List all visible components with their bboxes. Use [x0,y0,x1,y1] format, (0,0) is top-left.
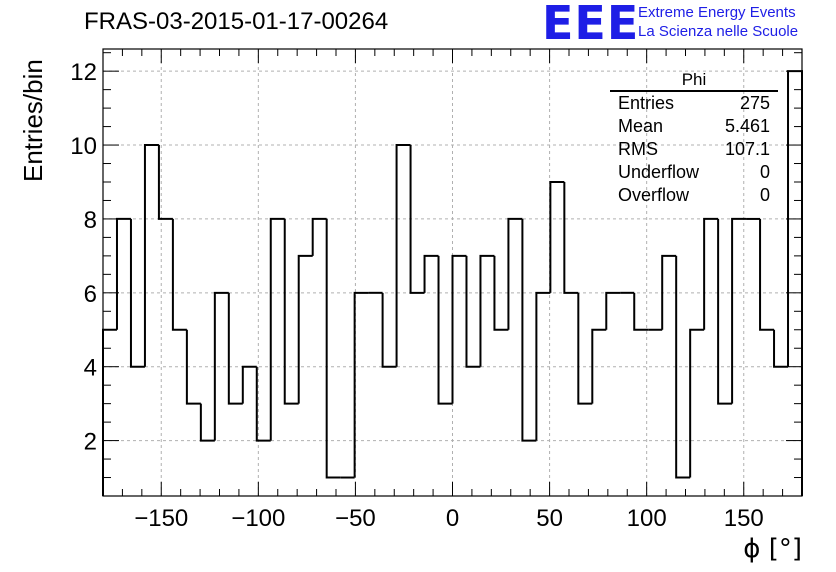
stats-value: 0 [759,162,770,182]
histogram-bin [465,255,481,368]
histogram-bin [102,328,117,496]
x-tick-label: 0 [446,505,459,532]
histogram-bin [759,218,775,331]
y-tick-label: 10 [70,133,97,160]
stats-value: 275 [739,93,770,113]
histogram-bin [185,329,201,405]
y-tick-label: 4 [84,355,97,382]
axes: −150 −100 −50 0 50 100 150 2 4 6 8 10 12 [70,48,803,532]
histogram-bin [199,403,215,442]
logo-caption: Extreme Energy Events La Scienza nelle S… [638,3,798,41]
histogram-bin [591,328,607,404]
histogram-bin [661,254,677,330]
histogram-bin [605,291,621,330]
statistics-box: Phi Entries 275 Mean 5.461 RMS 107.1 Und… [610,70,778,207]
x-tick-label: −150 [134,505,188,532]
histogram-bin [269,217,285,441]
histogram-bin [381,292,397,368]
histogram-bin [311,217,327,256]
stats-row-mean: Mean 5.461 [610,115,778,138]
stats-title: Phi [610,70,778,92]
y-tick-label: 8 [84,207,97,234]
stats-row-entries: Entries 275 [610,92,778,115]
histogram-bin [297,254,313,404]
histogram-bin [451,254,467,404]
histogram-bin [437,255,453,405]
histogram-bin [479,254,495,367]
stats-label: Overflow [618,185,690,205]
histogram-bin [395,144,411,367]
histogram-bin [129,218,145,368]
histogram-bin [493,255,509,331]
stats-value: 107.1 [724,139,770,159]
histogram-bin [325,218,341,479]
histogram-bin [213,291,229,441]
histogram-bin [633,292,649,331]
histogram-bin [241,365,257,404]
x-tick-label: −50 [335,505,376,532]
x-tick-label: 150 [724,505,764,532]
histogram-bin [689,328,705,478]
histogram-bin [577,292,593,405]
y-axis-label: Entries/bin [18,59,48,182]
x-axis-label: ϕ [°] [743,534,802,564]
y-tick-label: 12 [70,59,97,86]
stats-row-rms: RMS 107.1 [610,138,778,161]
histogram-bin [549,180,565,293]
stats-value: 0 [759,185,770,205]
histogram-bin [255,366,271,442]
histogram-bin [703,217,719,330]
histogram-bin [675,255,691,479]
histogram-bin [717,218,733,405]
stats-label: Mean [618,116,664,136]
run-title: FRAS-03-2015-01-17-00264 [84,8,389,35]
histogram-bin [171,218,187,331]
y-tick-label: 2 [84,429,97,456]
eee-logo: EEE [542,0,640,50]
logo-caption-line1: Extreme Energy Events [638,4,796,21]
x-tick-label: 100 [627,505,667,532]
histogram-bin [283,218,299,405]
stats-row-overflow: Overflow 0 [610,184,778,207]
histogram-bin [115,217,131,330]
histogram-bin [157,145,173,220]
histogram-bin [521,218,537,442]
histogram-bin [227,292,243,405]
stats-label: RMS [618,139,658,159]
histogram-bin [535,291,551,441]
stats-row-underflow: Underflow 0 [610,161,778,184]
y-tick-label: 6 [84,281,97,308]
histogram-bin [143,144,159,367]
histogram-bin [353,291,369,478]
histogram-bin [563,181,579,294]
x-tick-label: −100 [231,505,285,532]
stats-label: Entries [618,93,675,113]
histogram-bin [409,145,425,294]
logo-caption-line2: La Scienza nelle Scuole [638,23,799,40]
stats-label: Underflow [618,162,700,182]
histogram-bin [773,329,789,368]
x-tick-label: 50 [536,505,563,532]
histogram-bin [423,254,439,293]
histogram-bin [787,70,803,496]
histogram-bin [507,217,523,330]
stats-value: 5.461 [724,116,770,136]
histogram-bin [731,217,747,404]
